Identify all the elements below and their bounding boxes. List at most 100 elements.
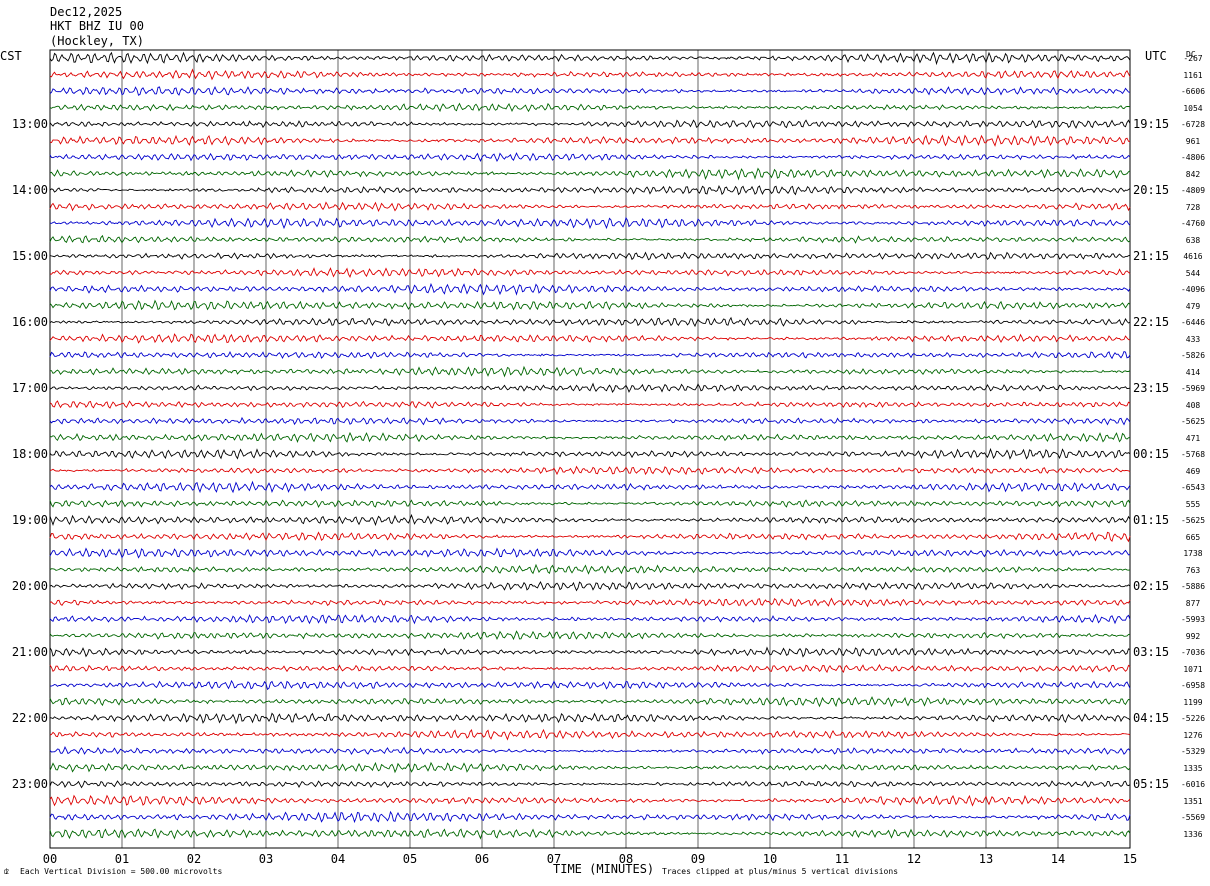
dc-offset-value: 433	[1185, 334, 1201, 344]
trace-line-22	[49, 416, 1131, 426]
trace-line-27	[49, 499, 1131, 509]
dc-offset-title: DC	[1186, 50, 1196, 59]
x-axis-label: TIME (MINUTES)	[553, 862, 655, 876]
dc-offset-value: -6446	[1180, 318, 1206, 327]
trace-line-39	[49, 696, 1131, 708]
trace-line-12	[49, 251, 1131, 261]
dc-offset-value: -6606	[1180, 87, 1206, 96]
dc-offset-value: 4616	[1183, 252, 1203, 261]
right-time-tick: 04:15	[1133, 711, 1170, 725]
left-time-tick: 20:00	[11, 579, 48, 593]
trace-line-21	[49, 400, 1131, 409]
trace-line-42	[49, 745, 1131, 756]
trace-line-29	[49, 531, 1131, 543]
dc-offset-value: -5569	[1180, 813, 1206, 822]
scale-note: Each Vertical Division = 500.00 microvol…	[20, 867, 223, 876]
dc-offset-value: -5826	[1180, 351, 1206, 360]
trace-line-2	[49, 86, 1131, 96]
trace-line-35	[49, 630, 1131, 641]
dc-offset-value: 665	[1185, 532, 1201, 542]
left-time-tick: 22:00	[11, 711, 48, 725]
right-axis-timezone: UTC	[1145, 49, 1167, 63]
x-tick-label: 12	[906, 852, 922, 866]
dc-offset-value: 842	[1185, 169, 1201, 179]
dc-offset-value: 1336	[1183, 829, 1203, 839]
trace-line-41	[49, 728, 1131, 741]
right-time-tick: 01:15	[1133, 513, 1170, 527]
left-axis-timezone: CST	[0, 49, 22, 63]
right-time-tick: 05:15	[1133, 777, 1170, 791]
trace-line-46	[49, 810, 1131, 824]
x-tick-label: 10	[762, 852, 778, 866]
x-tick-label: 09	[690, 852, 706, 866]
dc-offset-value: 877	[1185, 598, 1201, 608]
right-time-tick: 23:15	[1133, 381, 1170, 395]
dc-offset-value: -5768	[1180, 450, 1206, 459]
clip-note: Traces clipped at plus/minus 5 vertical …	[662, 867, 899, 876]
trace-line-33	[49, 597, 1131, 608]
left-time-tick: 18:00	[11, 447, 48, 461]
right-time-tick: 19:15	[1133, 117, 1170, 131]
dc-offset-value: -6016	[1180, 780, 1206, 789]
trace-line-8	[49, 184, 1131, 196]
trace-line-30	[49, 547, 1131, 559]
trace-line-16	[49, 316, 1131, 328]
left-time-tick: 16:00	[11, 315, 48, 329]
trace-line-44	[49, 780, 1131, 789]
dc-offset-value: -5625	[1180, 417, 1206, 426]
dc-offset-value: 1335	[1183, 763, 1203, 773]
dc-offset-value: 544	[1185, 268, 1201, 278]
x-tick-label: 14	[1050, 852, 1066, 866]
trace-line-38	[50, 679, 1131, 691]
trace-line-7	[49, 167, 1131, 181]
x-tick-label: 06	[474, 852, 490, 866]
trace-line-32	[49, 581, 1131, 592]
dc-offset-value: 414	[1185, 367, 1201, 377]
x-tick-label: 05	[402, 852, 418, 866]
left-time-tick: 21:00	[11, 645, 48, 659]
x-tick-label: 15	[1122, 852, 1138, 866]
dc-offset-value: -5993	[1180, 615, 1206, 624]
right-time-tick: 21:15	[1133, 249, 1170, 263]
trace-line-17	[49, 333, 1131, 344]
dc-offset-value: 961	[1185, 136, 1201, 146]
left-time-tick: 15:00	[11, 249, 48, 263]
trace-line-28	[49, 513, 1131, 527]
dc-offset-value: 763	[1185, 565, 1201, 575]
trace-line-10	[49, 216, 1131, 230]
trace-line-19	[50, 365, 1131, 378]
dc-offset-value: -5625	[1180, 516, 1206, 525]
trace-line-37	[49, 663, 1131, 674]
trace-line-20	[49, 382, 1131, 393]
trace-line-5	[49, 134, 1130, 147]
footer-scale-icon: ʣ	[4, 867, 9, 876]
left-time-tick: 14:00	[11, 183, 48, 197]
trace-line-45	[49, 794, 1131, 807]
trace-line-43	[49, 761, 1131, 774]
dc-offset-value: -7036	[1180, 648, 1206, 657]
trace-line-15	[49, 299, 1131, 311]
trace-line-26	[49, 480, 1131, 494]
dc-offset-value: 638	[1185, 235, 1201, 245]
trace-line-36	[49, 646, 1131, 658]
dc-offset-value: 1738	[1183, 549, 1203, 558]
x-tick-label: 00	[42, 852, 58, 866]
dc-offset-value: -5329	[1180, 747, 1206, 756]
trace-line-4	[49, 119, 1131, 129]
dc-offset-value: -267	[1183, 54, 1203, 63]
x-tick-label: 13	[978, 852, 994, 866]
record-date: Dec12,2025	[50, 5, 123, 19]
dc-offset-value: -4760	[1180, 219, 1206, 228]
dc-offset-value: 1351	[1183, 796, 1203, 806]
right-time-tick: 20:15	[1133, 183, 1170, 197]
trace-line-18	[49, 350, 1131, 360]
right-time-tick: 03:15	[1133, 645, 1170, 659]
x-tick-label: 08	[618, 852, 634, 866]
x-tick-label: 11	[834, 852, 850, 866]
dc-offset-value: -5969	[1180, 384, 1206, 393]
dc-offset-value: 1071	[1183, 664, 1203, 674]
station-location: (Hockley, TX)	[50, 34, 144, 48]
trace-line-23	[49, 431, 1131, 443]
trace-line-13	[49, 267, 1131, 278]
